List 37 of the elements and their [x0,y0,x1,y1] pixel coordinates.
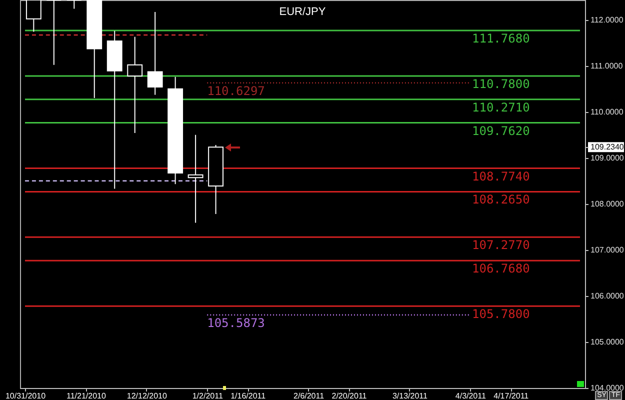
x-tick-label: 1/16/2011 [230,392,266,400]
x-tick-label: 2/6/2011 [294,392,325,400]
ref-line-label: 110.2710 [472,100,530,114]
ref-line-label: 111.7680 [472,31,530,46]
ref-line-label: 110.7800 [472,76,530,91]
ref-line-label: 108.7740 [472,169,530,184]
candlestick [66,0,82,10]
candlestick [147,11,163,96]
y-tick-label: 109.0000 [590,153,624,162]
x-tick-label: 1/2/2011 [192,392,224,400]
annotation: 105.5873 [207,316,265,330]
x-tick-label: 3/13/2011 [392,392,428,400]
y-tick-label: 106.0000 [590,291,624,300]
x-tick-label: 10/31/2010 [5,392,46,400]
ref-line-label: 109.7620 [472,124,530,138]
annotation: 110.6297 [207,84,265,98]
x-tick-label: 12/12/2010 [126,392,168,400]
y-tick-label: 112.0000 [590,15,624,24]
y-tick-label: 111.0000 [590,61,624,70]
y-tick-label: 104.0000 [590,384,624,392]
candlestick [46,0,62,66]
candlestick [188,134,204,224]
ref-line-label: 108.2650 [472,192,530,207]
y-tick-label: 109.2340 [590,142,624,152]
x-tick-label: 2/20/2011 [332,392,368,400]
y-tick-label: 105.0000 [590,337,624,346]
ref-line-label: 106.7680 [472,262,530,276]
x-tick-label: 11/21/2010 [66,392,106,400]
candlestick [127,36,143,134]
y-tick-label: 108.0000 [590,199,624,208]
x-tick-label: 4/17/2011 [494,392,530,400]
y-tick-label: 107.0000 [590,245,624,254]
x-tick-label: 4/3/2011 [455,392,486,400]
ref-line-label: 105.7800 [472,307,530,322]
y-tick-label: 110.0000 [590,107,624,116]
ref-line-label: 107.2770 [472,238,530,252]
text: EUR/JPY [279,6,326,18]
